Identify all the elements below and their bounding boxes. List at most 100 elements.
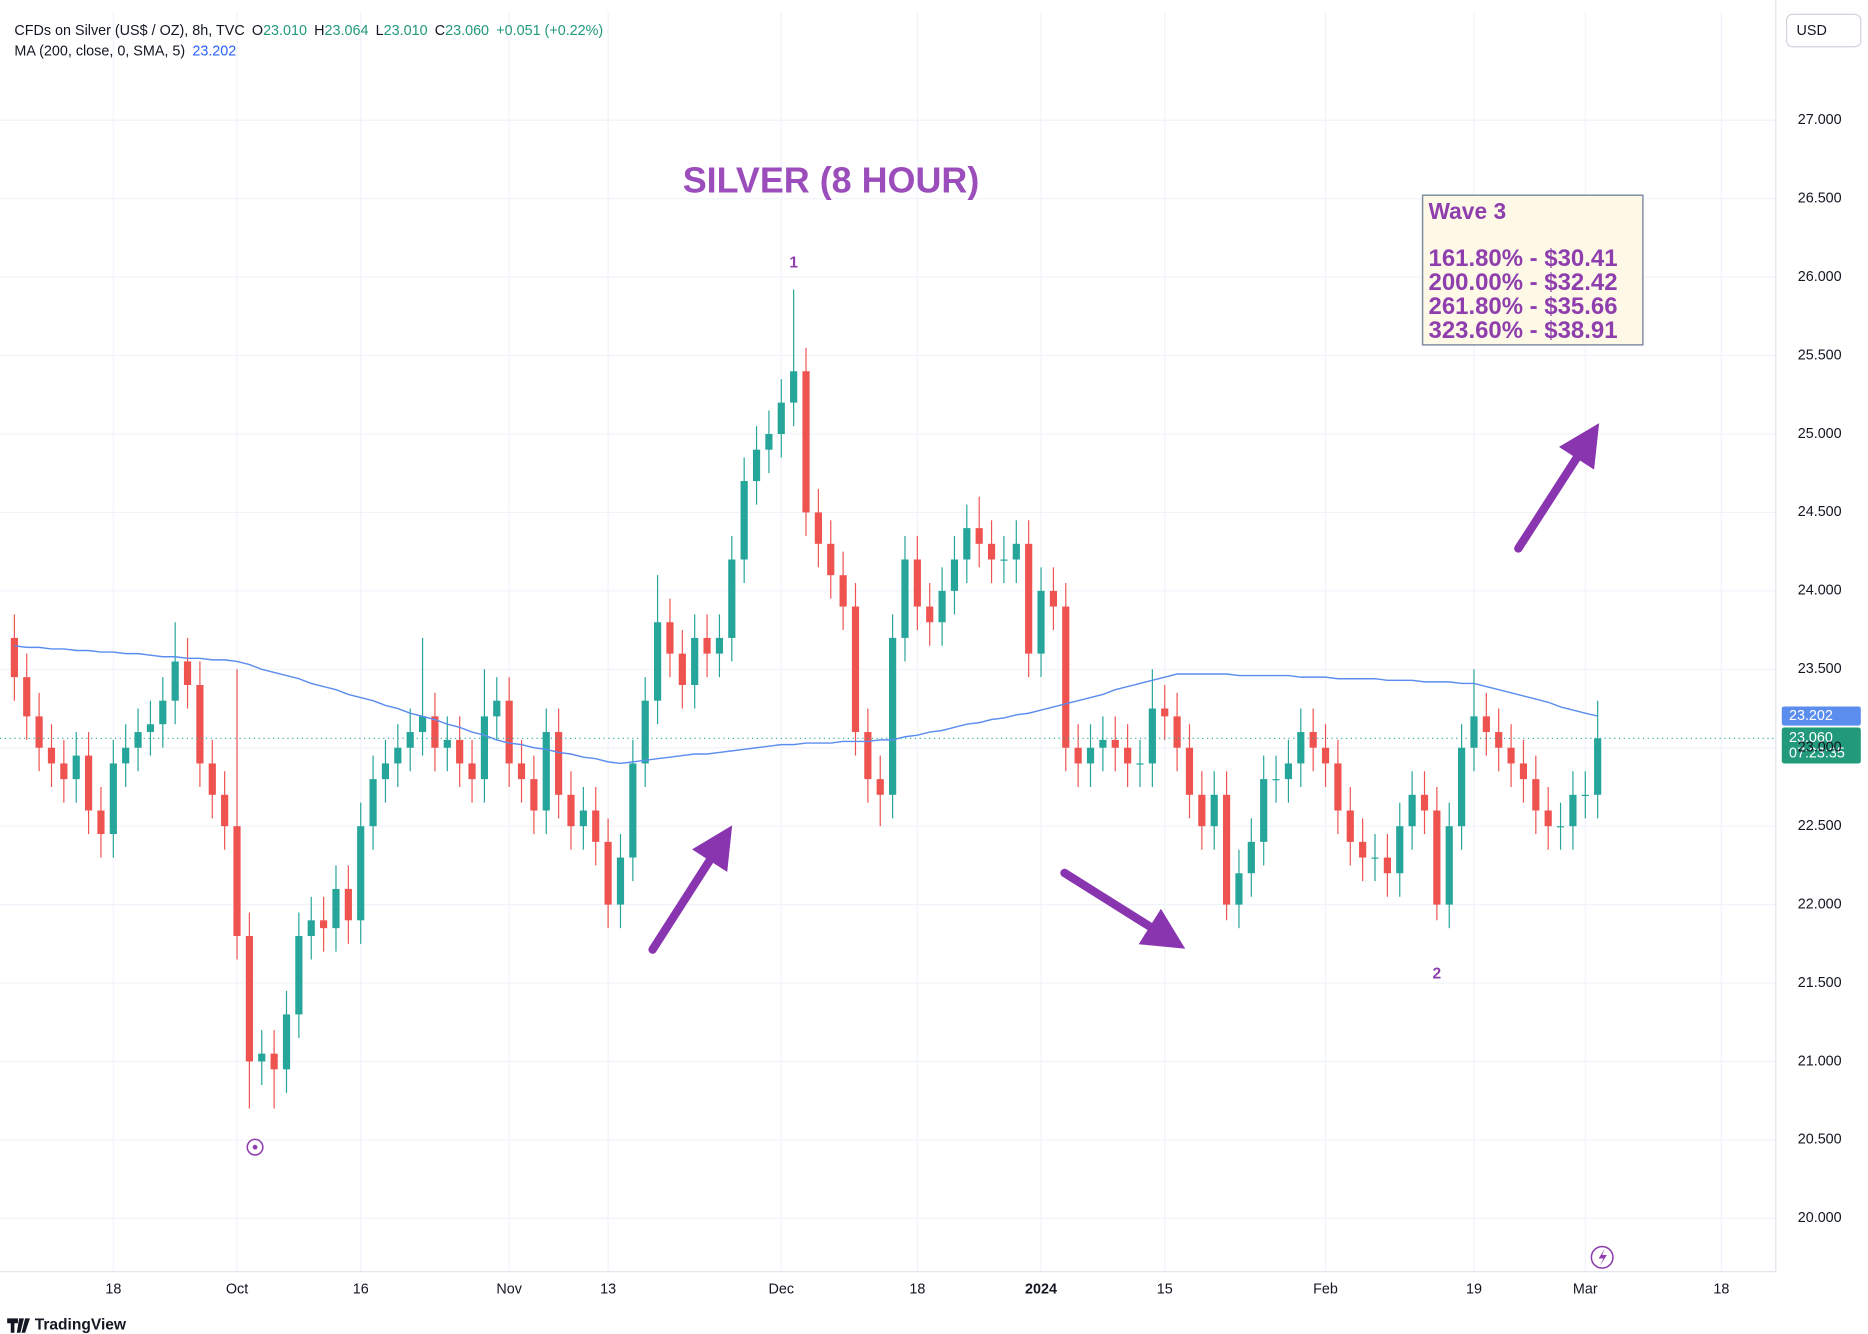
candle-body	[1210, 794, 1218, 827]
candle-body	[592, 810, 600, 842]
candle-body	[604, 841, 612, 905]
candle-body	[1297, 732, 1305, 764]
y-tick-label: 21.500	[1798, 975, 1842, 991]
candle-body	[258, 1053, 266, 1062]
grid	[0, 12, 1776, 1272]
candle-body	[1569, 794, 1577, 827]
candle-body	[1247, 841, 1255, 874]
candle-body	[1420, 794, 1429, 811]
candle-body	[1148, 708, 1156, 764]
candle-body	[1309, 732, 1317, 748]
candle-body	[1284, 763, 1293, 780]
overlays	[0, 645, 1776, 765]
ma-badge-label: 23.202	[1789, 708, 1833, 724]
candle-body	[567, 794, 575, 827]
candle-body	[171, 661, 179, 701]
y-tick-label: 21.000	[1798, 1053, 1842, 1069]
candle-body	[1074, 747, 1082, 764]
candle-body	[1173, 716, 1181, 748]
branding: TradingView	[7, 1317, 127, 1334]
candle-body	[1012, 543, 1020, 560]
x-tick-label: 15	[1157, 1281, 1173, 1297]
wave-label: 2	[1433, 965, 1442, 982]
candle-body	[84, 755, 93, 811]
candle-body	[357, 826, 365, 921]
candle-body	[208, 763, 216, 795]
candle-body	[1556, 826, 1565, 828]
candle-body	[1445, 826, 1453, 905]
x-tick-label: 13	[600, 1281, 616, 1297]
candle-body	[1470, 716, 1478, 748]
candle-body	[320, 920, 328, 929]
y-tick-label: 24.000	[1798, 583, 1842, 599]
candle-body	[109, 763, 117, 835]
candle-body	[245, 935, 253, 1062]
candle-body	[987, 543, 996, 560]
candle-body	[1346, 810, 1354, 842]
candle-body	[691, 637, 699, 685]
candle-body	[10, 637, 18, 678]
arrow-up	[648, 825, 733, 954]
ohlc-key: C	[435, 23, 445, 39]
candle-body	[1334, 763, 1342, 811]
candle-body	[1594, 738, 1602, 795]
wave-label: 1	[789, 254, 798, 271]
candle-body	[344, 888, 352, 921]
x-tick-label: 18	[1713, 1281, 1729, 1297]
wave-title: Wave 3	[1429, 198, 1507, 224]
candle-body	[394, 747, 402, 764]
candle-body	[1408, 794, 1416, 827]
candle-body	[629, 763, 637, 858]
candle-body	[1099, 739, 1107, 748]
wave-target: 200.00% - $32.42	[1429, 269, 1618, 296]
candle-body	[641, 700, 649, 764]
candle-body	[703, 637, 711, 654]
candle-body	[913, 559, 921, 607]
candle-body	[1222, 794, 1231, 905]
logo	[7, 1318, 30, 1333]
currency[interactable]: USD	[1797, 23, 1827, 39]
candle-body	[950, 559, 959, 591]
candle-body	[1321, 747, 1330, 764]
indicator-legend: MA (200, close, 0, SMA, 5) 23.202	[14, 43, 236, 59]
candle-body	[60, 763, 68, 780]
candle-body	[332, 888, 340, 929]
currency-button[interactable]	[1785, 13, 1862, 48]
candle-body	[876, 779, 884, 795]
candle-body	[579, 810, 587, 827]
ohlc-key: O	[252, 23, 263, 39]
countdown-label: 07:23:35	[1789, 746, 1845, 762]
ohlc-value: 23.060	[445, 23, 489, 39]
candle-body	[1185, 747, 1194, 795]
indicator-value: 23.202	[192, 43, 236, 59]
candle-body	[616, 857, 625, 905]
wave-target: 323.60% - $38.91	[1429, 317, 1618, 344]
candle-body	[480, 716, 489, 780]
candle-body	[23, 677, 31, 717]
x-tick-label: Oct	[226, 1281, 248, 1297]
candle-body	[270, 1053, 278, 1070]
y-tick-label: 23.000	[1798, 740, 1842, 756]
ohlc-value: 23.010	[384, 23, 428, 39]
candle-body	[851, 606, 860, 733]
x-tick-label: 2024	[1025, 1281, 1057, 1297]
ohlc-value: 23.010	[263, 23, 307, 39]
candle-body	[926, 606, 934, 623]
candle-body	[1581, 794, 1589, 797]
x-tick-label: Nov	[496, 1281, 522, 1297]
candle-body	[1124, 747, 1132, 764]
wave-target: 261.80% - $35.66	[1429, 293, 1618, 320]
arrows	[648, 423, 1600, 954]
candle-body	[1359, 841, 1367, 858]
candle-body	[35, 716, 43, 748]
ma-badge	[1781, 706, 1861, 726]
ohlc-key: H	[314, 23, 324, 39]
candle-body	[666, 622, 674, 654]
candle-body	[752, 449, 761, 482]
y-tick-label: 25.000	[1798, 426, 1842, 442]
x-tick-label: Mar	[1573, 1281, 1598, 1297]
candle-body	[196, 684, 204, 764]
candle-body	[1260, 779, 1268, 842]
candle-body	[530, 779, 538, 811]
